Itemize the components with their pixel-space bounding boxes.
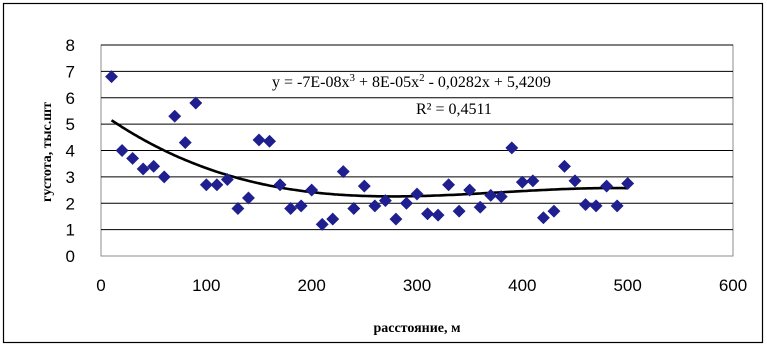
x-tick-label: 200 xyxy=(297,276,325,295)
data-point xyxy=(336,165,350,179)
data-point xyxy=(168,109,182,123)
data-point xyxy=(231,201,245,216)
data-point xyxy=(147,159,161,173)
data-point xyxy=(104,70,119,84)
data-point xyxy=(199,178,213,192)
data-point xyxy=(157,170,171,184)
data-point xyxy=(241,191,256,205)
data-point xyxy=(189,96,203,110)
data-point xyxy=(505,141,519,155)
y-tick-label: 5 xyxy=(66,115,75,134)
y-tick-label: 2 xyxy=(66,194,75,213)
y-axis-title: густота, тыс.шт xyxy=(40,102,55,202)
data-point xyxy=(484,188,498,202)
data-point xyxy=(347,201,361,216)
data-point xyxy=(305,183,319,197)
gridlines xyxy=(101,44,733,231)
data-point xyxy=(473,200,487,214)
trendline-equation: y = -7E-08x3 + 8E-05x2 - 0,0282x + 5,420… xyxy=(272,72,551,91)
x-tick-label: 600 xyxy=(719,276,747,295)
data-point xyxy=(357,179,371,193)
data-point xyxy=(136,162,150,176)
data-point xyxy=(273,178,287,192)
data-point xyxy=(378,194,392,208)
data-point xyxy=(262,134,277,148)
data-point xyxy=(294,199,308,213)
data-point xyxy=(515,175,529,189)
data-point xyxy=(494,190,508,204)
r-squared-label: R² = 0,4511 xyxy=(416,101,492,118)
data-point xyxy=(178,136,192,150)
x-axis-ticks: 0 100 200 300 400 500 600 xyxy=(96,276,747,295)
y-tick-label: 4 xyxy=(66,142,75,161)
data-point xyxy=(389,212,403,226)
data-point xyxy=(578,198,593,212)
data-point xyxy=(621,176,635,191)
data-point xyxy=(589,199,603,213)
data-point xyxy=(442,178,456,192)
data-point xyxy=(610,199,624,213)
x-tick-label: 0 xyxy=(96,276,105,295)
x-tick-label: 400 xyxy=(508,276,536,295)
data-point xyxy=(210,178,224,192)
y-axis-ticks: 0 1 2 3 4 5 6 7 8 xyxy=(66,36,75,266)
data-point xyxy=(126,151,140,165)
x-tick-label: 300 xyxy=(403,276,431,295)
y-tick-label: 1 xyxy=(66,221,75,240)
y-tick-label: 6 xyxy=(66,89,75,108)
data-point xyxy=(536,211,550,225)
data-point xyxy=(220,172,234,187)
trendline xyxy=(110,119,628,198)
data-point xyxy=(315,217,329,231)
data-point xyxy=(399,196,414,210)
data-point xyxy=(463,183,477,197)
data-point xyxy=(431,208,445,222)
x-axis-title: расстояние, м xyxy=(373,321,461,336)
data-point xyxy=(326,212,340,226)
data-point xyxy=(452,204,466,218)
data-point xyxy=(526,174,540,188)
x-tick-label: 100 xyxy=(192,276,220,295)
data-point xyxy=(420,207,435,221)
y-tick-label: 7 xyxy=(66,62,75,81)
trendline-group xyxy=(110,119,628,198)
data-point xyxy=(115,143,129,158)
data-point xyxy=(568,174,582,188)
y-tick-label: 0 xyxy=(66,247,75,266)
data-point xyxy=(557,159,572,173)
y-tick-label: 8 xyxy=(66,36,75,55)
data-point xyxy=(284,201,298,216)
data-point xyxy=(600,179,614,193)
data-point xyxy=(547,204,561,218)
data-point xyxy=(410,187,424,201)
data-points xyxy=(104,70,635,231)
data-point xyxy=(368,199,382,213)
data-point xyxy=(252,133,266,147)
y-tick-label: 3 xyxy=(66,168,75,187)
x-tick-label: 500 xyxy=(613,276,641,295)
